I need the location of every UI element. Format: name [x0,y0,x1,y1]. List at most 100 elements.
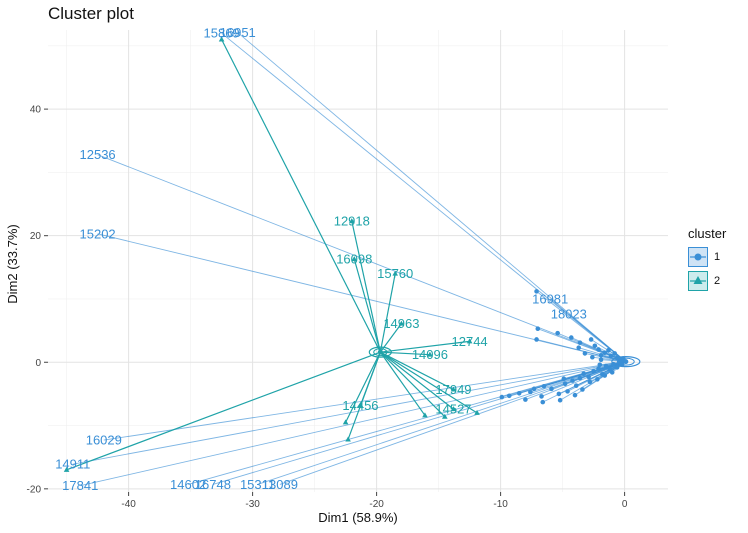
legend-key-circle-icon [688,247,708,267]
data-point [565,389,570,394]
point-label: 17841 [62,478,98,493]
data-point [612,351,617,356]
cluster-spoke [345,351,381,423]
data-point [534,289,539,294]
x-tick-label: -40 [121,499,136,510]
data-point [562,381,568,387]
data-point [588,337,594,342]
data-point [499,394,505,400]
data-point [466,338,473,344]
point-label: 12536 [80,147,116,162]
data-point [540,399,546,405]
data-point [581,371,586,376]
point-label: 15311 [240,477,275,492]
data-point [608,353,614,359]
data-point [63,466,70,472]
data-point [523,397,528,402]
data-point [549,386,554,392]
data-point [582,351,588,356]
legend-key-triangle-icon [688,271,708,291]
point-label: 12744 [452,334,488,349]
data-point [597,362,603,368]
legend-item-cluster-1: 1 [688,245,726,269]
data-point [614,355,620,361]
data-point [450,386,457,392]
y-tick-label: 0 [35,358,41,369]
point-label: 14911 [55,457,90,472]
data-point [586,374,591,380]
data-point [602,373,608,378]
data-point [598,357,604,363]
data-point [556,391,562,397]
data-point [570,378,575,383]
cluster-ellipse [611,356,641,368]
data-point [609,370,615,375]
point-label: 14963 [383,316,419,331]
data-point [349,218,355,224]
data-point [611,361,616,367]
legend-label-cluster-2: 2 [714,275,721,287]
y-tick-label: -20 [27,484,42,495]
y-axis-label: Dim2 (33.7%) [5,224,20,303]
data-point [590,354,595,360]
point-label: 14527 [435,402,471,417]
cluster-spoke [379,273,396,353]
data-point [218,36,225,42]
data-point [606,347,611,353]
point-label: 15202 [80,226,116,241]
cluster-spoke [221,39,381,353]
data-point [351,256,358,262]
data-point [541,384,547,389]
data-point [392,270,398,276]
data-point [568,335,574,340]
legend-item-cluster-2: 2 [688,269,726,293]
cluster-centroid [377,349,383,355]
data-point [580,387,585,392]
data-point [357,402,364,408]
point-label: 15869 [204,26,240,41]
cluster-spoke [379,351,446,418]
x-axis-label: Dim1 (58.9%) [318,510,397,525]
cluster-spoke [66,351,381,471]
legend-label-cluster-1: 1 [714,251,721,263]
data-point [598,352,604,358]
data-point [516,390,522,396]
x-tick-label: -30 [245,499,260,510]
cluster-spoke [379,351,454,410]
cluster-spoke [279,361,626,485]
point-label: 14096 [412,347,448,362]
data-point [614,365,620,370]
cluster-spoke [380,351,430,356]
data-point [587,379,593,385]
data-point [442,413,448,419]
data-point [561,376,567,382]
data-point [607,366,613,372]
data-point [539,394,544,399]
data-point [342,419,349,425]
cluster-spoke [380,351,478,414]
chart-title: Cluster plot [48,4,134,23]
data-point [577,375,583,381]
x-tick-label: 0 [622,499,628,510]
data-point [602,350,608,356]
data-point [592,343,598,349]
point-label: 14602 [170,477,206,492]
x-tick-label: -10 [493,499,508,510]
legend-title: cluster [688,226,727,241]
point-label: 18023 [551,307,587,322]
data-point [528,389,533,395]
data-point [576,345,582,351]
cluster-spoke [80,361,626,487]
data-point [555,330,560,336]
data-point [596,366,601,371]
cluster-spoke [103,361,626,441]
cluster-spoke [351,221,381,353]
data-point [427,351,433,357]
cluster-spoke [380,340,470,353]
point-label: 16981 [532,291,568,306]
cluster-spoke [380,351,454,391]
y-tick-label: 40 [30,105,42,116]
data-point [577,340,583,345]
point-label: 16029 [86,433,122,448]
point-label: 12918 [334,214,370,229]
